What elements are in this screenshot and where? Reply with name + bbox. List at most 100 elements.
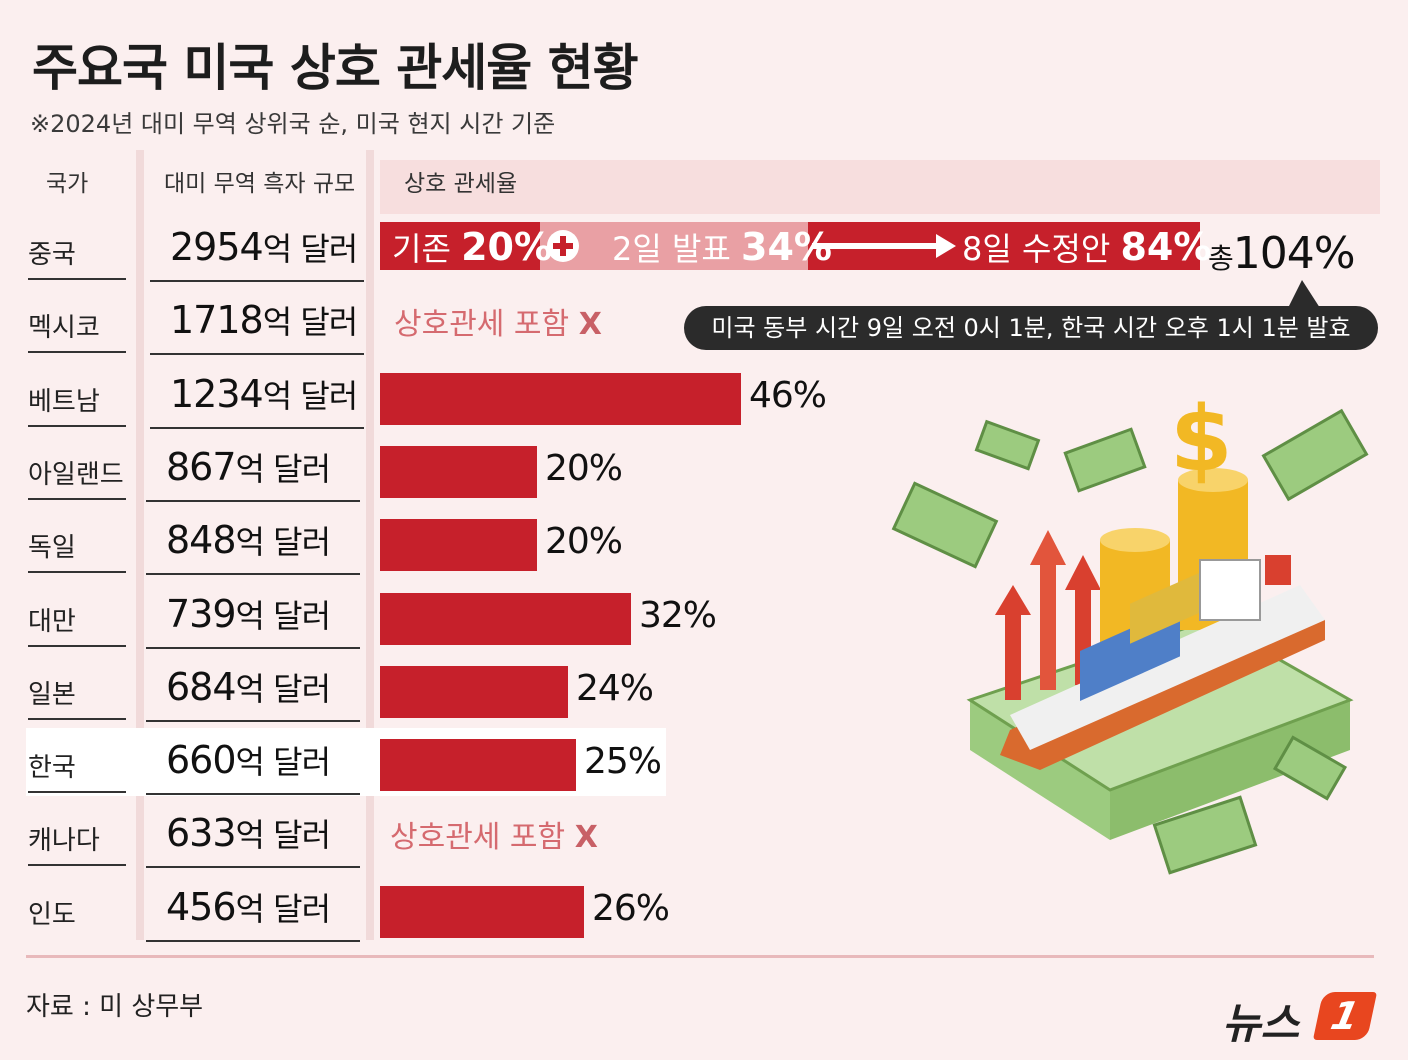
country-label: 멕시코: [28, 313, 100, 344]
excluded-x-icon: X: [574, 820, 598, 856]
row-divider: [146, 939, 360, 942]
deficit-unit: 억 달러: [235, 889, 331, 928]
tariff-excluded-label: 상호관세 포함 X: [394, 299, 602, 343]
tariff-bar: [380, 372, 741, 425]
deficit-number: 1718: [170, 298, 264, 343]
header-tariff: 상호 관세율: [404, 171, 518, 197]
china-base-value: 20%: [461, 225, 553, 269]
cargo-ship-money-illustration: $: [891, 387, 1369, 875]
deficit-value: 867억 달러: [166, 444, 331, 490]
row-divider: [28, 497, 126, 500]
tariff-bar: [380, 519, 537, 572]
tariff-value-label: 25%: [584, 741, 662, 783]
country-label: 한국: [28, 753, 76, 784]
china-total: 총104%: [1208, 228, 1356, 279]
country-label: 인도: [28, 899, 76, 930]
tariff-value-label: 46%: [749, 374, 827, 416]
deficit-value: 1234억 달러: [170, 371, 358, 417]
svg-text:$: $: [1170, 387, 1233, 492]
column-separator: [136, 150, 144, 940]
deficit-unit: 억 달러: [235, 449, 331, 488]
row-divider: [146, 499, 360, 502]
tariff-excluded-label: 상호관세 포함 X: [390, 812, 598, 856]
deficit-unit: 억 달러: [235, 669, 331, 708]
bottom-divider: [26, 955, 1374, 958]
banknote-icon: [891, 408, 1369, 875]
china-revised: 8일 수정안 84%: [962, 224, 1211, 270]
country-label: 중국: [28, 240, 76, 270]
tariff-value-label: 20%: [545, 447, 623, 489]
note-tail: [1288, 280, 1320, 308]
tariff-bar: [380, 885, 584, 938]
deficit-unit: 억 달러: [235, 816, 331, 855]
deficit-value: 684억 달러: [166, 664, 331, 710]
page-title: 주요국 미국 상호 관세율 현황: [32, 39, 639, 97]
china-announce-segment: [540, 222, 808, 270]
plus-icon: [547, 230, 579, 262]
arrow-right-icon: [812, 243, 940, 249]
china-announce: 2일 발표 34%: [612, 224, 832, 270]
growth-arrows-icon: [995, 530, 1101, 700]
deficit-number: 2954: [170, 225, 264, 269]
country-label: 베트남: [28, 386, 100, 417]
country-label: 대만: [28, 606, 76, 637]
china-note: 미국 동부 시간 9일 오전 0시 1분, 한국 시간 오후 1시 1분 발효: [684, 306, 1378, 350]
tariff-value-label: 32%: [639, 594, 717, 636]
source-text: 자료 : 미 상무부: [26, 992, 204, 1022]
deficit-value: 633억 달러: [166, 810, 331, 856]
deficit-number: 848: [166, 518, 237, 563]
row-divider: [150, 426, 364, 429]
deficit-number: 1234: [170, 371, 264, 416]
deficit-unit: 억 달러: [262, 230, 358, 268]
row-divider: [146, 646, 360, 649]
header-country: 국가: [46, 171, 89, 197]
china-base-label: 기존: [392, 230, 451, 268]
news1-logo-mark: 1: [1312, 992, 1378, 1040]
deficit-value: 2954억 달러: [170, 224, 358, 270]
deficit-unit: 억 달러: [262, 303, 358, 342]
deficit-value: 1718억 달러: [170, 297, 358, 343]
column-separator: [366, 150, 374, 940]
row-divider: [28, 571, 126, 574]
row-divider: [28, 644, 126, 647]
row-divider: [146, 573, 360, 576]
row-divider: [28, 717, 126, 720]
row-divider: [28, 864, 126, 867]
deficit-number: 867: [166, 444, 237, 489]
deficit-value: 739억 달러: [166, 591, 331, 637]
tariff-bar: [380, 665, 568, 718]
row-divider: [146, 793, 360, 796]
dollar-sign-icon: $: [1170, 387, 1233, 492]
country-label: 아일랜드: [28, 459, 124, 490]
row-divider: [28, 351, 126, 354]
china-total-label: 총: [1208, 242, 1234, 275]
deficit-number: 633: [166, 811, 237, 856]
country-label: 독일: [28, 533, 76, 564]
china-base: 기존 20%: [392, 224, 552, 270]
deficit-value: 456억 달러: [166, 884, 331, 930]
deficit-unit: 억 달러: [235, 743, 331, 782]
header-band: [380, 160, 1380, 214]
china-revised-value: 84%: [1120, 225, 1212, 269]
china-total-value: 104%: [1232, 228, 1356, 279]
tariff-bar: [380, 739, 576, 792]
deficit-value: 848억 달러: [166, 517, 331, 563]
header-deficit: 대미 무역 흑자 규모: [164, 171, 356, 197]
country-label: 일본: [28, 679, 76, 710]
deficit-number: 660: [166, 738, 237, 783]
deficit-number: 739: [166, 591, 237, 636]
news1-logo-text: 뉴스: [1222, 999, 1300, 1048]
deficit-unit: 억 달러: [235, 596, 331, 635]
subtitle: ※2024년 대미 무역 상위국 순, 미국 현지 시간 기준: [30, 110, 556, 138]
tariff-value-label: 20%: [545, 521, 623, 563]
row-divider: [150, 353, 364, 356]
tariff-bar: [380, 445, 537, 498]
deficit-unit: 억 달러: [235, 523, 331, 562]
tariff-bar: [380, 592, 631, 645]
row-divider: [146, 719, 360, 722]
row-divider: [146, 866, 360, 869]
row-divider: [150, 280, 364, 282]
row-divider: [28, 278, 126, 280]
deficit-value: 660억 달러: [166, 737, 331, 783]
